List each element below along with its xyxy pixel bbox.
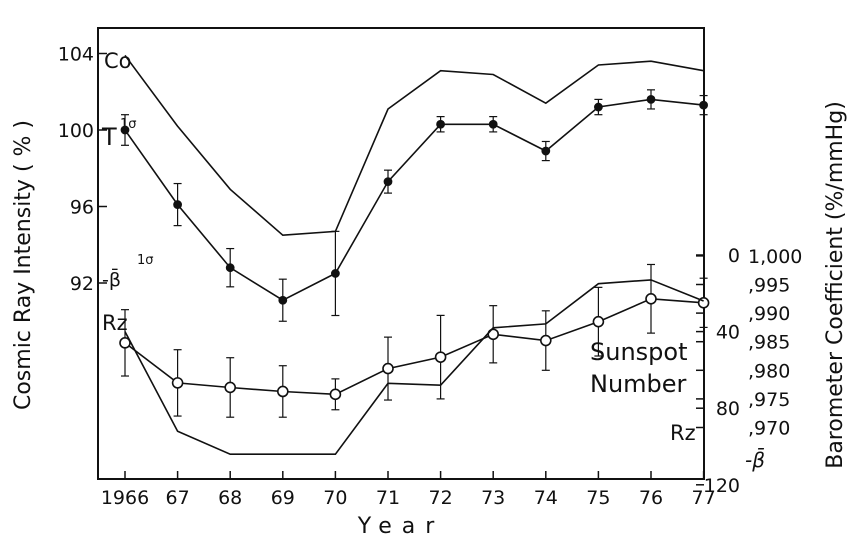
beta-sigma-label: 1σ (137, 253, 154, 268)
beta-tick-label: ,980 (748, 360, 790, 382)
t-sigma-label: 1σ (120, 117, 137, 132)
x-axis-title: Year (357, 514, 445, 539)
beta-tick-label: ,985 (748, 332, 790, 354)
x-tick-label: 68 (218, 487, 242, 509)
series-layer (119, 54, 710, 456)
right-y-axis-title: Barometer Coefficient (%/mmHg) (823, 101, 848, 469)
rz-tick-label: 120 (704, 475, 740, 497)
rz-tick-label: 40 (716, 322, 740, 344)
left-y-axis-title: Cosmic Ray Intensity ( % ) (11, 120, 36, 410)
t-data-point (699, 100, 708, 110)
x-tick-label: 76 (639, 487, 663, 509)
beta-data-point (224, 381, 236, 394)
x-tick-label: 72 (429, 487, 453, 509)
t-data-point (225, 263, 235, 273)
beta-data-point (382, 362, 394, 375)
x-tick-label: 77 (692, 487, 716, 509)
rz-annotation: Rz (670, 421, 696, 445)
x-tick-label: 69 (271, 487, 295, 509)
beta-data-point (119, 337, 131, 349)
t-data-point (120, 125, 130, 135)
beta-tick-label: ,990 (748, 303, 790, 325)
rz-series-line (124, 279, 704, 456)
sunspot-annotation-line1: Sunspot (590, 338, 688, 366)
t-data-point (594, 102, 603, 112)
x-tick-label: 73 (481, 487, 505, 509)
beta-data-point (592, 315, 605, 328)
rz-tick-label: 80 (716, 398, 740, 420)
beta-data-point (276, 385, 289, 398)
t-series-line (124, 98, 704, 302)
t-data-point (646, 95, 656, 104)
rz-series-label: Rz (102, 311, 128, 335)
right-beta-axis: ,970 ,975 ,980 ,985 ,990 ,995 1,000 (696, 246, 802, 440)
x-tick-label: 67 (166, 487, 190, 509)
co-series-line (124, 54, 704, 237)
left-y-axis: 92 96 100 104 (58, 44, 107, 295)
beta-tick-label: ,970 (748, 418, 790, 440)
right-rz-axis: 0 40 80 120 (696, 245, 740, 497)
rz-tick-label: 0 (728, 245, 740, 267)
beta-series-label: -β̄ (102, 267, 121, 291)
t-series-label: T (101, 123, 117, 151)
t-data-point (436, 119, 445, 129)
x-tick-label: 71 (376, 487, 400, 509)
beta-axis-annotation: -β̄ (745, 447, 765, 472)
beta-series-line (124, 297, 704, 396)
x-tick-label: 74 (534, 487, 558, 509)
left-y-tick-label: 92 (70, 273, 94, 295)
co-series-label: Co (104, 49, 132, 73)
beta-data-point (645, 292, 657, 305)
x-tick-label: 1966 (101, 487, 149, 509)
beta-tick-label: ,995 (748, 275, 790, 297)
left-y-tick-label: 100 (58, 120, 94, 142)
beta-data-point (171, 377, 184, 389)
x-tick-label: 75 (586, 487, 610, 509)
left-y-tick-label: 96 (70, 197, 94, 219)
beta-tick-label: 1,000 (748, 246, 802, 268)
x-axis: 1966 67 68 69 70 71 72 73 74 75 76 77 (101, 471, 716, 509)
beta-tick-label: ,975 (748, 389, 790, 411)
t-data-point (541, 146, 551, 156)
t-data-point (330, 269, 340, 278)
t-data-point (488, 119, 498, 129)
beta-data-point (434, 351, 447, 363)
t-data-point (383, 177, 393, 187)
beta-data-point (539, 334, 552, 347)
left-y-tick-label: 104 (58, 44, 94, 66)
beta-data-point (329, 388, 342, 401)
sunspot-annotation-line2: Number (590, 370, 687, 398)
x-tick-label: 70 (323, 487, 347, 509)
plot-frame (97, 27, 705, 480)
t-data-point (278, 295, 288, 305)
t-data-point (173, 200, 182, 209)
